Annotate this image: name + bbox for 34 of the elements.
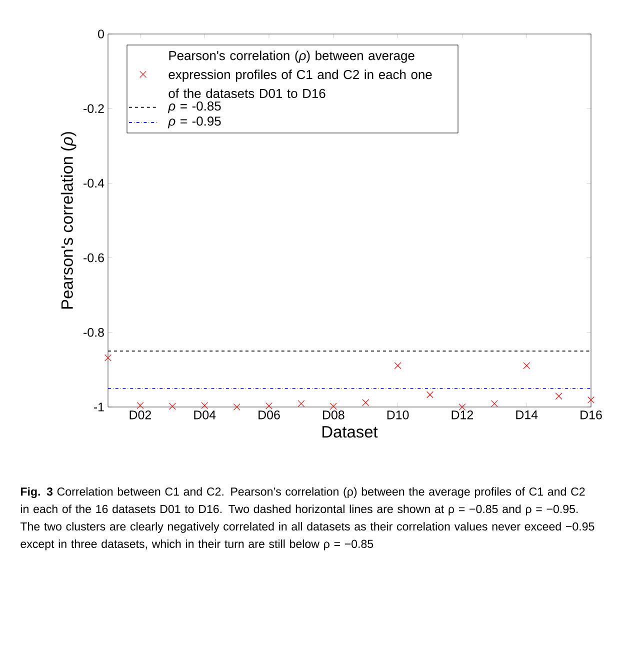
x-axis-title: Dataset — [322, 426, 378, 438]
point — [266, 402, 272, 410]
x-tick-label: D10 — [387, 410, 409, 420]
x-tick-label: D16 — [580, 410, 602, 420]
y-tick-label: -1 — [94, 402, 104, 412]
x-tick-label: D08 — [322, 410, 344, 420]
x-tick-label: D12 — [452, 410, 473, 420]
point — [201, 402, 208, 409]
text: Fig. 3 Correlation between C1 and C2. Pearson’s correlation (ρ) between the average profiles of C1 and C2 in each of the 16 datasets D01 to D16. Two dashed horizontal lines are shown at ρ = −0.85 and ρ = −0.95. The two clusters are clearly negatively correlated in all datasets as their correlation values never exceed −0.95 except in three datasets, which in their turn are still below ρ = −0.85 — [20, 487, 594, 550]
point — [168, 402, 176, 410]
point — [588, 396, 594, 404]
point — [426, 391, 434, 398]
point — [136, 402, 144, 409]
point — [362, 399, 370, 406]
y-tick-label: -0.8 — [84, 328, 104, 337]
x-tick-label: D14 — [516, 410, 538, 420]
point — [555, 392, 562, 400]
legend-label: ρ = -0.95 — [168, 116, 221, 128]
point — [490, 400, 498, 408]
x-tick-label: D02 — [130, 410, 151, 420]
point — [233, 404, 240, 410]
y-tick-label: 0 — [98, 30, 104, 38]
point — [523, 362, 530, 370]
x-tick-label: D04 — [194, 410, 216, 420]
point — [330, 402, 337, 410]
y-tick-label: -0.6 — [84, 253, 104, 262]
legend-label: ρ = -0.85 — [168, 101, 221, 114]
point — [104, 354, 112, 362]
x-tick-label: D06 — [258, 410, 280, 420]
point — [298, 400, 305, 408]
y-tick-label: -0.2 — [84, 104, 104, 114]
point — [458, 404, 466, 410]
y-tick-label: -0.4 — [84, 178, 104, 188]
point — [394, 362, 402, 370]
